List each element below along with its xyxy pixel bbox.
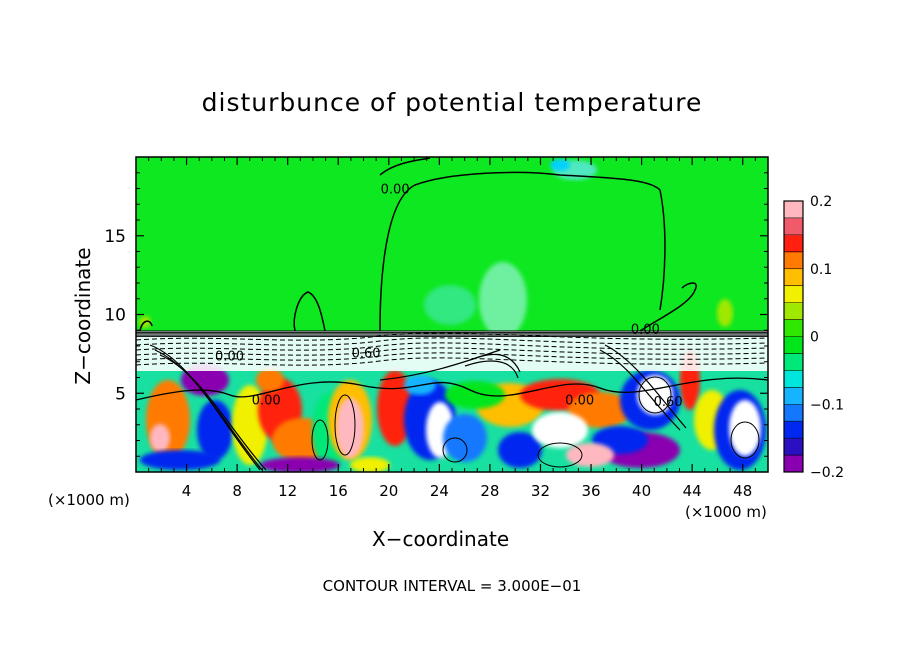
contour-line-bundle — [379, 349, 501, 381]
contour-label: 0.00 — [565, 394, 594, 409]
contour-line-negative — [136, 337, 768, 346]
colorbar-swatch — [784, 234, 803, 253]
contour-line-zero — [139, 320, 153, 332]
contour-line-closed — [334, 394, 356, 456]
field-blob — [568, 392, 632, 428]
contour-label: 0.60 — [654, 395, 683, 410]
colorbar-frame — [783, 200, 804, 473]
x-axis-label: X−coordinate — [372, 527, 510, 551]
colorbar-swatch — [784, 319, 803, 337]
contour-line-negative — [136, 342, 768, 351]
colorbar-swatch — [784, 370, 803, 388]
field-blob — [479, 262, 527, 338]
contour-line-bundle — [464, 360, 519, 379]
x-tick-label: 12 — [278, 482, 297, 500]
field-blob — [146, 380, 190, 460]
x-tick-label: 36 — [581, 482, 600, 500]
colorbar-tick-label: 0.1 — [810, 262, 832, 278]
colorbar-swatch — [784, 285, 803, 304]
contour-label: 0.00 — [215, 349, 244, 364]
field-blob — [140, 450, 220, 470]
contour-label: 0.00 — [252, 394, 281, 409]
contour-line-bundle — [154, 349, 263, 471]
field-blob — [424, 285, 476, 325]
contour-label: 0.00 — [631, 323, 660, 338]
contour-line-bundle — [159, 354, 267, 471]
field-blob — [443, 414, 487, 462]
contour-label: 0.00 — [381, 183, 410, 198]
y-tick-label: 10 — [104, 306, 126, 326]
colorbar-tick-label: 0.2 — [810, 194, 832, 210]
contour-line-negative — [136, 357, 768, 366]
y-tick-label: 5 — [115, 384, 126, 404]
field-blob — [181, 364, 229, 396]
contour-line-zero — [379, 171, 666, 332]
colorbar-swatch — [784, 353, 803, 371]
colorbar-swatch — [784, 404, 803, 422]
x-tick-label: 8 — [232, 482, 242, 500]
colorbar-swatch — [784, 302, 803, 321]
x-tick-label: 48 — [733, 482, 752, 500]
contour-line-closed — [638, 376, 672, 414]
field-blob — [445, 381, 505, 409]
y-axis-label: Z−coordinate — [71, 247, 95, 385]
field-blob — [550, 159, 570, 171]
contour-line-negative — [136, 352, 768, 361]
field-blob — [637, 375, 673, 415]
y-tick-label: 15 — [104, 227, 126, 247]
x-tick-label: 32 — [531, 482, 550, 500]
contour-line-closed — [311, 419, 329, 461]
field-blob — [717, 299, 733, 327]
colorbar-swatch — [784, 217, 803, 236]
contour-line-closed — [442, 437, 468, 463]
colorbar-swatch — [784, 268, 803, 287]
colorbar-swatch — [784, 421, 803, 439]
colorbar-swatch — [784, 455, 803, 473]
contour-line-bundle — [599, 349, 681, 431]
field-blob — [336, 398, 364, 458]
field-blob — [729, 400, 761, 456]
field-blob — [350, 457, 390, 472]
contour-line-closed — [730, 421, 760, 459]
contour-line-bundle — [604, 344, 687, 429]
x-tick-label: 16 — [329, 482, 348, 500]
x-tick-label: 40 — [632, 482, 651, 500]
x-unit-label-right: (×1000 m) — [685, 503, 767, 521]
colorbar-tick-label: −0.1 — [810, 397, 844, 413]
contour-label: 0.60 — [352, 346, 381, 361]
field-blob — [498, 432, 542, 468]
colorbar-swatch — [784, 438, 803, 456]
colorbar-swatch — [784, 201, 803, 219]
colorbar-swatch — [784, 387, 803, 405]
x-tick-label: 24 — [430, 482, 449, 500]
x-unit-label-left: (×1000 m) — [48, 491, 130, 509]
colorbar-swatch — [784, 336, 803, 354]
colorbar-tick-label: 0 — [810, 330, 819, 346]
field-blob — [260, 457, 340, 472]
colorbar: 0.2 0.1 0 −0.1 −0.2 — [783, 194, 844, 481]
x-tick-label: 4 — [182, 482, 192, 500]
contour-line-negative — [136, 347, 768, 356]
x-tick-label: 28 — [480, 482, 499, 500]
x-tick-label: 20 — [379, 482, 398, 500]
contour-interval-label: CONTOUR INTERVAL = 3.000E−01 — [322, 577, 582, 595]
contour-line-negative — [136, 332, 768, 341]
field-blob — [532, 412, 588, 448]
colorbar-swatch — [784, 251, 803, 270]
contour-line-zero-lower — [136, 377, 768, 401]
field-blob — [197, 400, 233, 460]
field-blob — [256, 368, 284, 392]
contour-line-zero — [293, 291, 326, 332]
x-tick-label: 44 — [683, 482, 702, 500]
field-blob — [566, 443, 614, 467]
contour-line-closed — [537, 442, 583, 468]
contour-line-zero — [639, 282, 697, 332]
chart-title: disturbunce of potential temperature — [201, 88, 703, 117]
colorbar-tick-label: −0.2 — [810, 465, 844, 481]
field-blob — [150, 424, 170, 452]
